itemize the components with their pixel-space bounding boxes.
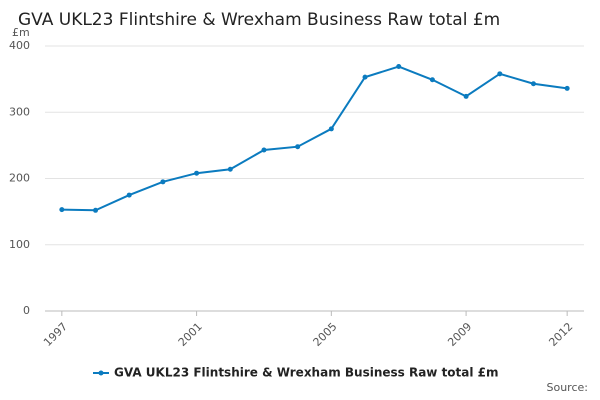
y-tick-label: 100 [9, 238, 30, 251]
x-tick-label: 2005 [311, 320, 340, 349]
point [530, 81, 536, 87]
legend-label: GVA UKL23 Flintshire & Wrexham Business … [114, 366, 499, 380]
point [463, 93, 469, 99]
x-tick-label: 2001 [176, 320, 205, 349]
point [429, 77, 435, 83]
point [227, 166, 233, 172]
source: Source: [547, 381, 589, 394]
point [194, 170, 200, 176]
y-tick-label: 400 [9, 39, 30, 52]
y-tick-label: 0 [23, 304, 30, 317]
line [61, 65, 568, 212]
point [93, 207, 99, 213]
point [59, 207, 65, 213]
x-tick-label: 2012 [546, 320, 575, 349]
y-unit: £m [12, 26, 30, 39]
x-tick-label: 1997 [41, 320, 70, 349]
point [497, 71, 503, 77]
point [396, 64, 402, 70]
legend-marker [98, 370, 104, 376]
point [328, 126, 334, 132]
point [160, 179, 166, 185]
y-tick-label: 200 [9, 172, 30, 185]
point [295, 144, 301, 150]
point [126, 192, 132, 198]
point [261, 147, 267, 153]
y-tick-label: 300 [9, 105, 30, 118]
point [362, 74, 368, 80]
chart-title: GVA UKL23 Flintshire & Wrexham Business … [18, 10, 500, 30]
x-tick-label: 2009 [445, 320, 474, 349]
point [564, 85, 570, 91]
